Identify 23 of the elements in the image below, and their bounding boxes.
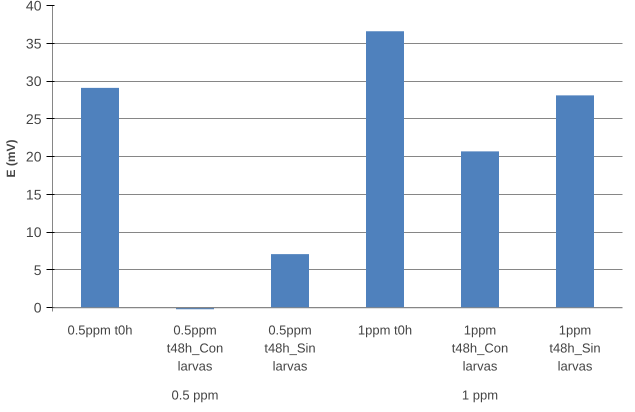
y-tick-label: 0 bbox=[34, 300, 42, 316]
x-tick-label: 0.5ppm t48h_Con larvas bbox=[166, 322, 224, 374]
x-tick-label: 0.5ppm t48h_Sin larvas bbox=[264, 322, 316, 374]
y-axis-title: E (mV) bbox=[4, 139, 18, 178]
x-tick-label: 0.5ppm t0h bbox=[67, 322, 133, 338]
y-tick-label: 5 bbox=[34, 262, 42, 278]
bar bbox=[556, 95, 594, 308]
bar bbox=[271, 254, 309, 308]
text: 1 ppm bbox=[462, 388, 498, 402]
y-tick-label: 20 bbox=[26, 148, 42, 165]
y-tick-label: 15 bbox=[26, 186, 42, 202]
bar bbox=[461, 151, 499, 308]
y-tick-label: 30 bbox=[26, 73, 42, 90]
y-tick-label: 25 bbox=[26, 110, 42, 127]
x-tick-label: 1ppm t48h_Con larvas bbox=[452, 322, 508, 374]
y-tick-label: 35 bbox=[26, 35, 42, 52]
bar bbox=[81, 88, 119, 308]
y-tick-label: 40 bbox=[26, 0, 42, 14]
text: 0.5 ppm bbox=[172, 388, 218, 402]
bar bbox=[366, 31, 404, 308]
x-tick-label: 1ppm t0h bbox=[358, 322, 412, 338]
x-tick-label: 1ppm t48h_Sin larvas bbox=[549, 322, 601, 374]
y-tick-label: 10 bbox=[26, 224, 42, 240]
